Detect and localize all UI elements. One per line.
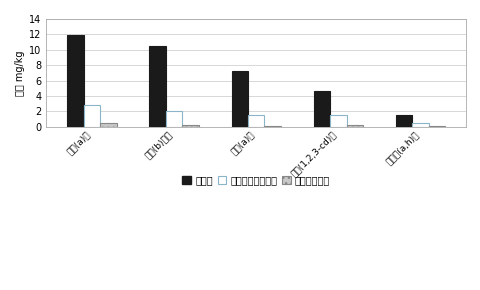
- Bar: [329, 115, 346, 127]
- Bar: [248, 115, 264, 127]
- Bar: [149, 46, 166, 127]
- Bar: [313, 91, 329, 127]
- Bar: [100, 124, 116, 127]
- Bar: [264, 126, 280, 127]
- Bar: [346, 125, 362, 127]
- Bar: [84, 105, 100, 127]
- Bar: [166, 111, 182, 127]
- Bar: [182, 125, 198, 127]
- Bar: [428, 126, 444, 127]
- Bar: [231, 71, 248, 127]
- Bar: [67, 35, 84, 127]
- Y-axis label: 浓度 mg/kg: 浓度 mg/kg: [15, 50, 25, 96]
- Legend: 修复前, 传统氧化法修复后, 本发明修复后: 修复前, 传统氧化法修复后, 本发明修复后: [178, 171, 333, 189]
- Bar: [411, 124, 428, 127]
- Bar: [395, 115, 411, 127]
